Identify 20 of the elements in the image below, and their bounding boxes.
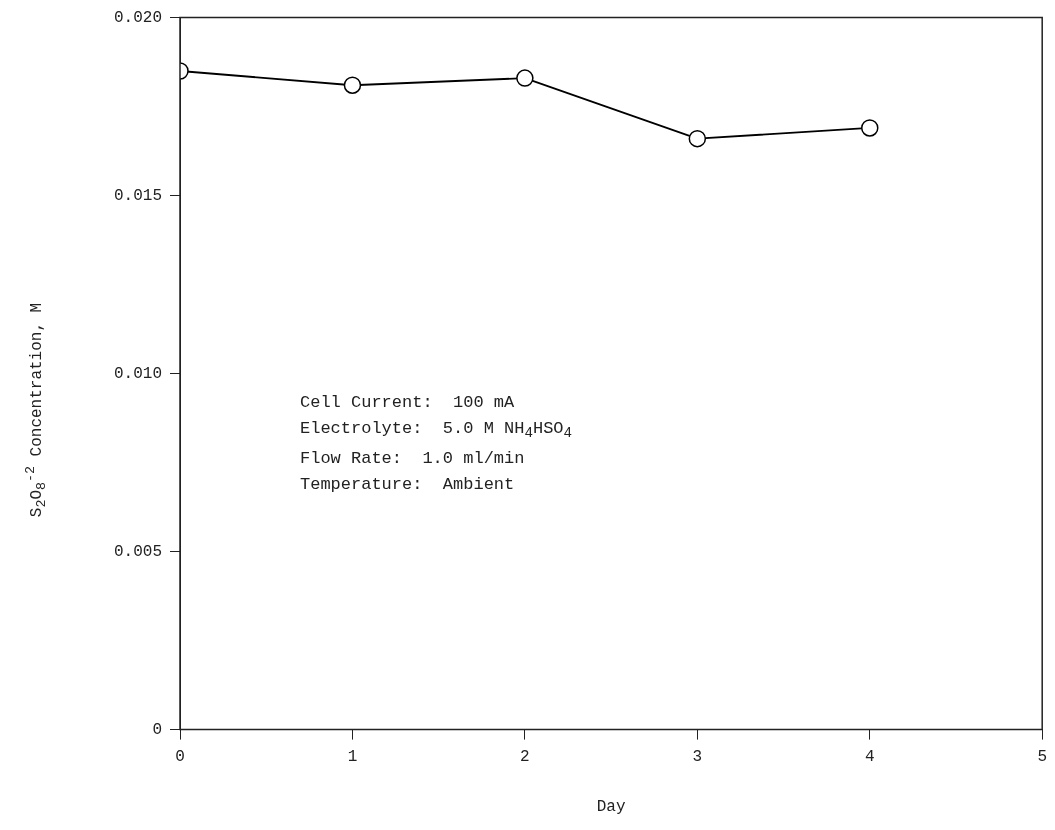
annotation: Flow Rate: 1.0 ml/min xyxy=(300,448,526,471)
x-tick-label: 5 xyxy=(1037,748,1047,767)
y-tick-label: 0 xyxy=(152,720,162,739)
y-tick-label: 0.010 xyxy=(113,364,162,383)
annotation: Electrolyte: 5.0 M NH$_{4}$HSO$_{4}$ xyxy=(300,418,573,444)
point xyxy=(861,119,879,137)
y-tick-label: 0.020 xyxy=(113,8,162,27)
point xyxy=(516,69,534,87)
x-tick-label: 3 xyxy=(692,748,703,767)
annotation: Temperature: Ambient xyxy=(300,474,516,497)
x-tick-label: 2 xyxy=(520,748,530,767)
annotation: Cell Current: 100 mA xyxy=(300,392,516,414)
x-axis-title: Day xyxy=(596,797,626,816)
x-tick-label: 0 xyxy=(175,748,185,767)
x-tick-label: 1 xyxy=(347,748,358,767)
y-tick-label: 0.005 xyxy=(113,542,162,561)
x-tick-label: 4 xyxy=(864,748,875,767)
point xyxy=(688,129,707,148)
point xyxy=(343,76,362,94)
y-tick-label: 0.015 xyxy=(113,186,162,205)
